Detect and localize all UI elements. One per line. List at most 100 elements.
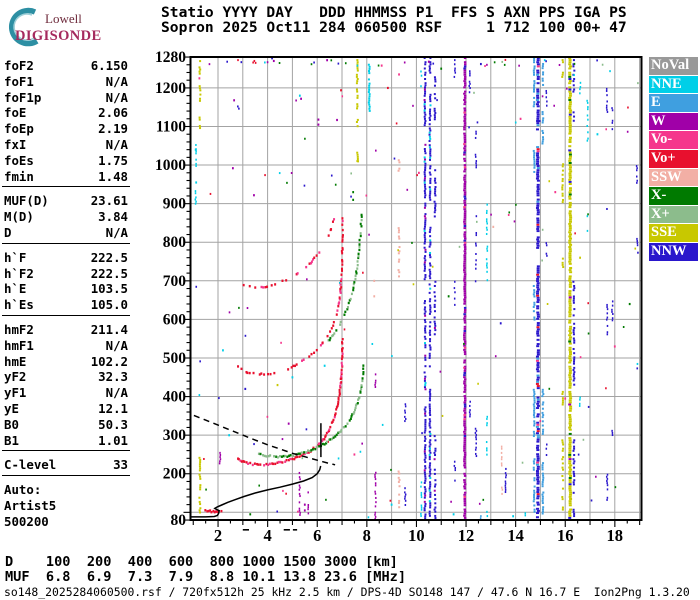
param-value: 102.2 xyxy=(90,353,128,369)
param-label: MUF(D) xyxy=(4,193,49,209)
legend-item-NoVal: NoVal xyxy=(649,57,698,75)
svg-text:4: 4 xyxy=(263,526,271,545)
param-label: foF2 xyxy=(4,58,34,73)
param-label: yE xyxy=(4,400,19,416)
svg-text:16: 16 xyxy=(557,526,574,545)
param-label: C-level xyxy=(4,457,57,473)
param-value: N/A xyxy=(105,73,128,89)
legend-item-Vo-: Vo- xyxy=(649,131,698,149)
param-row-h`F2: h`F2 222.5 xyxy=(4,266,128,282)
svg-text:2: 2 xyxy=(214,526,222,545)
param-row-yE: yE 12.1 xyxy=(4,401,128,417)
legend-item-W: W xyxy=(649,112,698,131)
param-row-h`F: h`F 222.5 xyxy=(4,250,128,266)
param-value: 12.1 xyxy=(98,400,128,416)
param-value: 103.5 xyxy=(90,281,128,297)
svg-text:600: 600 xyxy=(163,311,187,328)
param-label: M(D) xyxy=(4,209,34,225)
param-row-fxI: fxI N/A xyxy=(4,137,128,153)
param-row-C-level: C-level 33 xyxy=(4,457,128,473)
logo-digisonde-text: DIGISONDE xyxy=(15,28,102,44)
param-label: hmE xyxy=(4,353,27,369)
svg-text:200: 200 xyxy=(163,466,187,483)
param-value: 2.06 xyxy=(98,105,128,121)
param-label: h`Es xyxy=(4,297,34,313)
param-value: 33 xyxy=(113,457,128,473)
svg-text:12: 12 xyxy=(458,526,475,545)
station-header: Statio YYYY DAY DDD HHMMSS P1 FFS S AXN … xyxy=(161,4,627,35)
param-label: hmF2 xyxy=(4,321,34,337)
param-label: yF2 xyxy=(4,369,27,385)
svg-text:14: 14 xyxy=(507,526,524,545)
param-row-fmin: fmin 1.48 xyxy=(4,169,128,185)
param-row-h`Es: h`Es 105.0 xyxy=(4,297,128,313)
legend-item-SSW: SSW xyxy=(649,168,698,187)
param-label: h`F2 xyxy=(4,265,34,281)
param-label: hmF1 xyxy=(4,337,34,353)
doppler-direction-legend: NoVal NNE E W Vo- Vo+ SSW X- X+ SSE NNW xyxy=(649,57,698,262)
svg-text:900: 900 xyxy=(163,196,187,213)
autoscaler-info: Auto: xyxy=(4,482,128,498)
param-label: h`F xyxy=(4,249,27,265)
param-label: foF1p xyxy=(4,89,42,105)
param-label: B0 xyxy=(4,416,19,432)
panel-separator xyxy=(2,186,130,190)
param-row-foF1: foF1 N/A xyxy=(4,74,128,90)
param-value: N/A xyxy=(105,385,128,401)
param-value: 211.4 xyxy=(90,321,128,337)
muf-distance-row: D 100 200 400 600 800 1000 1500 3000 [km… xyxy=(5,554,398,570)
param-value: 222.5 xyxy=(90,265,128,281)
param-value: N/A xyxy=(105,136,128,152)
parameter-panel: foF2 6.150 foF1 N/A foF1p N/A foE 2.06 foEp 2.19 f… xyxy=(2,58,130,530)
param-row-foF1p: foF1p N/A xyxy=(4,90,128,106)
param-value: 105.0 xyxy=(90,297,128,313)
param-row-h`E: h`E 103.5 xyxy=(4,281,128,297)
svg-text:300: 300 xyxy=(163,427,187,444)
param-label: foE xyxy=(4,105,27,121)
param-value: 222.5 xyxy=(90,249,128,265)
svg-text:1000: 1000 xyxy=(155,157,186,174)
svg-text:1280: 1280 xyxy=(155,49,186,66)
param-value: 2.19 xyxy=(98,121,128,137)
param-label: fxI xyxy=(4,136,27,152)
param-value: N/A xyxy=(105,224,128,240)
legend-item-Vo+: Vo+ xyxy=(649,149,698,168)
autoscaler-info: 500200 xyxy=(4,514,128,530)
header-field-labels: Statio YYYY DAY DDD HHMMSS P1 FFS S AXN … xyxy=(161,4,627,21)
param-row-foEp: foEp 2.19 xyxy=(4,121,128,137)
param-value: 1.75 xyxy=(98,152,128,168)
logo-crescent-icon xyxy=(8,7,39,47)
param-value: 23.61 xyxy=(90,193,128,209)
param-row-B1: B1 1.01 xyxy=(4,433,128,449)
param-label: B1 xyxy=(4,432,19,448)
param-value: 50.3 xyxy=(98,416,128,432)
param-label: h`E xyxy=(4,281,27,297)
param-row-MUF(D): MUF(D) 23.61 xyxy=(4,193,128,209)
panel-separator xyxy=(2,475,130,479)
param-row-D: D N/A xyxy=(4,225,128,241)
param-row-M(D): M(D) 3.84 xyxy=(4,209,128,225)
param-row-foEs: foEs 1.75 xyxy=(4,153,128,169)
param-label: D xyxy=(4,224,12,240)
param-value: 3.84 xyxy=(98,209,128,225)
svg-text:80: 80 xyxy=(171,512,187,529)
param-row-foE: foE 2.06 xyxy=(4,105,128,121)
param-value: 1.01 xyxy=(98,432,128,448)
param-label: yF1 xyxy=(4,385,27,401)
svg-text:10: 10 xyxy=(408,526,425,545)
muf-table: D 100 200 400 600 800 1000 1500 3000 [km… xyxy=(5,555,406,584)
legend-item-E: E xyxy=(649,94,698,112)
autoscaler-text: Auto: xyxy=(4,482,42,498)
param-label: fmin xyxy=(4,168,34,184)
param-value: N/A xyxy=(105,89,128,105)
svg-text:18: 18 xyxy=(607,526,624,545)
autoscaler-info: Artist5 xyxy=(4,498,128,514)
svg-text:1200: 1200 xyxy=(155,80,186,97)
param-row-hmE: hmE 102.2 xyxy=(4,354,128,370)
param-value: N/A xyxy=(105,337,128,353)
legend-item-NNW: NNW xyxy=(649,242,698,261)
svg-text:700: 700 xyxy=(163,273,187,290)
param-label: foEp xyxy=(4,121,34,137)
panel-separator xyxy=(2,314,130,319)
svg-text:8: 8 xyxy=(363,526,371,545)
